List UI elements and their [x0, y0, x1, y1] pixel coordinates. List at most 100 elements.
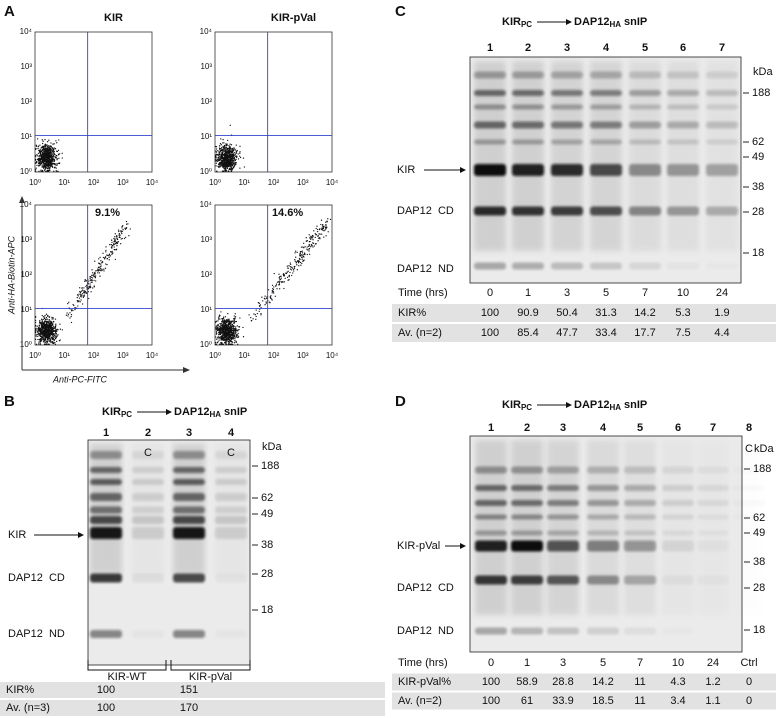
dot: [34, 325, 37, 327]
dot: [53, 170, 55, 172]
y-tick-label: 10²: [20, 97, 32, 106]
dot: [232, 167, 235, 169]
dot: [49, 320, 51, 323]
band: [706, 164, 738, 176]
dot: [49, 328, 51, 330]
dot: [231, 147, 233, 150]
band: [662, 500, 694, 506]
dot: [52, 317, 54, 319]
band: [475, 540, 507, 552]
dot: [53, 342, 55, 345]
band: [173, 493, 205, 501]
dot: [325, 226, 327, 229]
table-cell: 7.5: [675, 327, 690, 339]
dot: [128, 235, 130, 237]
dot: [99, 275, 101, 277]
dot: [45, 325, 47, 327]
arrow-head: [183, 367, 190, 373]
dot: [321, 225, 324, 227]
arrow-head: [460, 543, 466, 549]
y-tick-label: 10²: [20, 270, 32, 279]
dot: [35, 334, 37, 336]
dot: [220, 335, 222, 338]
dot: [38, 341, 40, 343]
dot: [38, 159, 40, 162]
dot: [234, 313, 236, 315]
dot: [43, 334, 45, 337]
dot: [38, 334, 40, 336]
x-tick-label: 10¹: [58, 178, 70, 187]
dot: [308, 248, 311, 250]
dot: [242, 326, 244, 329]
y-tick-label: 10⁰: [200, 340, 212, 349]
band: [474, 90, 506, 96]
dot: [38, 322, 41, 324]
dot: [41, 148, 43, 151]
dot: [43, 337, 45, 339]
dot: [239, 152, 241, 154]
band: [667, 206, 699, 216]
band: [697, 531, 729, 536]
band-label: DAP12 ND: [397, 263, 454, 275]
dot: [45, 149, 47, 151]
dot: [114, 236, 116, 238]
table-cell: 61: [521, 695, 533, 707]
dot: [44, 154, 46, 156]
dot: [116, 248, 118, 250]
dot: [230, 170, 232, 172]
dot: [34, 159, 37, 161]
dot: [232, 163, 234, 165]
dot: [233, 158, 236, 160]
dot: [261, 296, 263, 298]
table-cell: 10: [677, 287, 689, 299]
table-cell: 1: [525, 287, 531, 299]
dot: [239, 155, 241, 157]
dot: [44, 147, 46, 149]
dot: [104, 257, 106, 259]
dot: [45, 316, 48, 319]
band: [547, 514, 579, 520]
band: [90, 479, 122, 485]
dot: [233, 156, 235, 159]
dot: [219, 318, 221, 320]
dot: [223, 148, 225, 151]
dot: [234, 338, 236, 340]
dot: [76, 296, 78, 299]
dot: [54, 329, 57, 331]
dot: [311, 245, 313, 247]
band: [587, 540, 619, 552]
band-label: DAP12 ND: [8, 628, 65, 640]
dot: [43, 152, 45, 154]
band: [511, 466, 543, 474]
dot: [224, 147, 226, 149]
dot: [223, 164, 225, 166]
dot: [49, 161, 51, 164]
dot: [52, 341, 54, 343]
dot: [259, 304, 262, 306]
dot: [223, 158, 226, 160]
dot: [55, 324, 57, 326]
band: [662, 514, 694, 520]
dot: [48, 153, 50, 155]
lane-number: 3: [560, 422, 566, 434]
lane-number: 1: [487, 42, 493, 54]
dot: [305, 237, 307, 239]
dot: [41, 337, 43, 340]
table-cell: 100: [97, 684, 115, 696]
band: [173, 516, 205, 524]
dot: [38, 343, 40, 345]
dot: [42, 148, 45, 151]
group-label: KIR-pVal: [189, 671, 232, 683]
dot: [43, 162, 46, 165]
dot: [77, 295, 79, 297]
dot: [43, 331, 45, 334]
dot: [36, 325, 38, 327]
table-cell: 5.3: [675, 307, 690, 319]
dot: [227, 336, 229, 339]
band: [667, 121, 699, 129]
dot: [220, 149, 222, 152]
dot: [322, 226, 324, 229]
band: [587, 530, 619, 536]
dot: [50, 164, 52, 166]
dot: [58, 162, 61, 164]
